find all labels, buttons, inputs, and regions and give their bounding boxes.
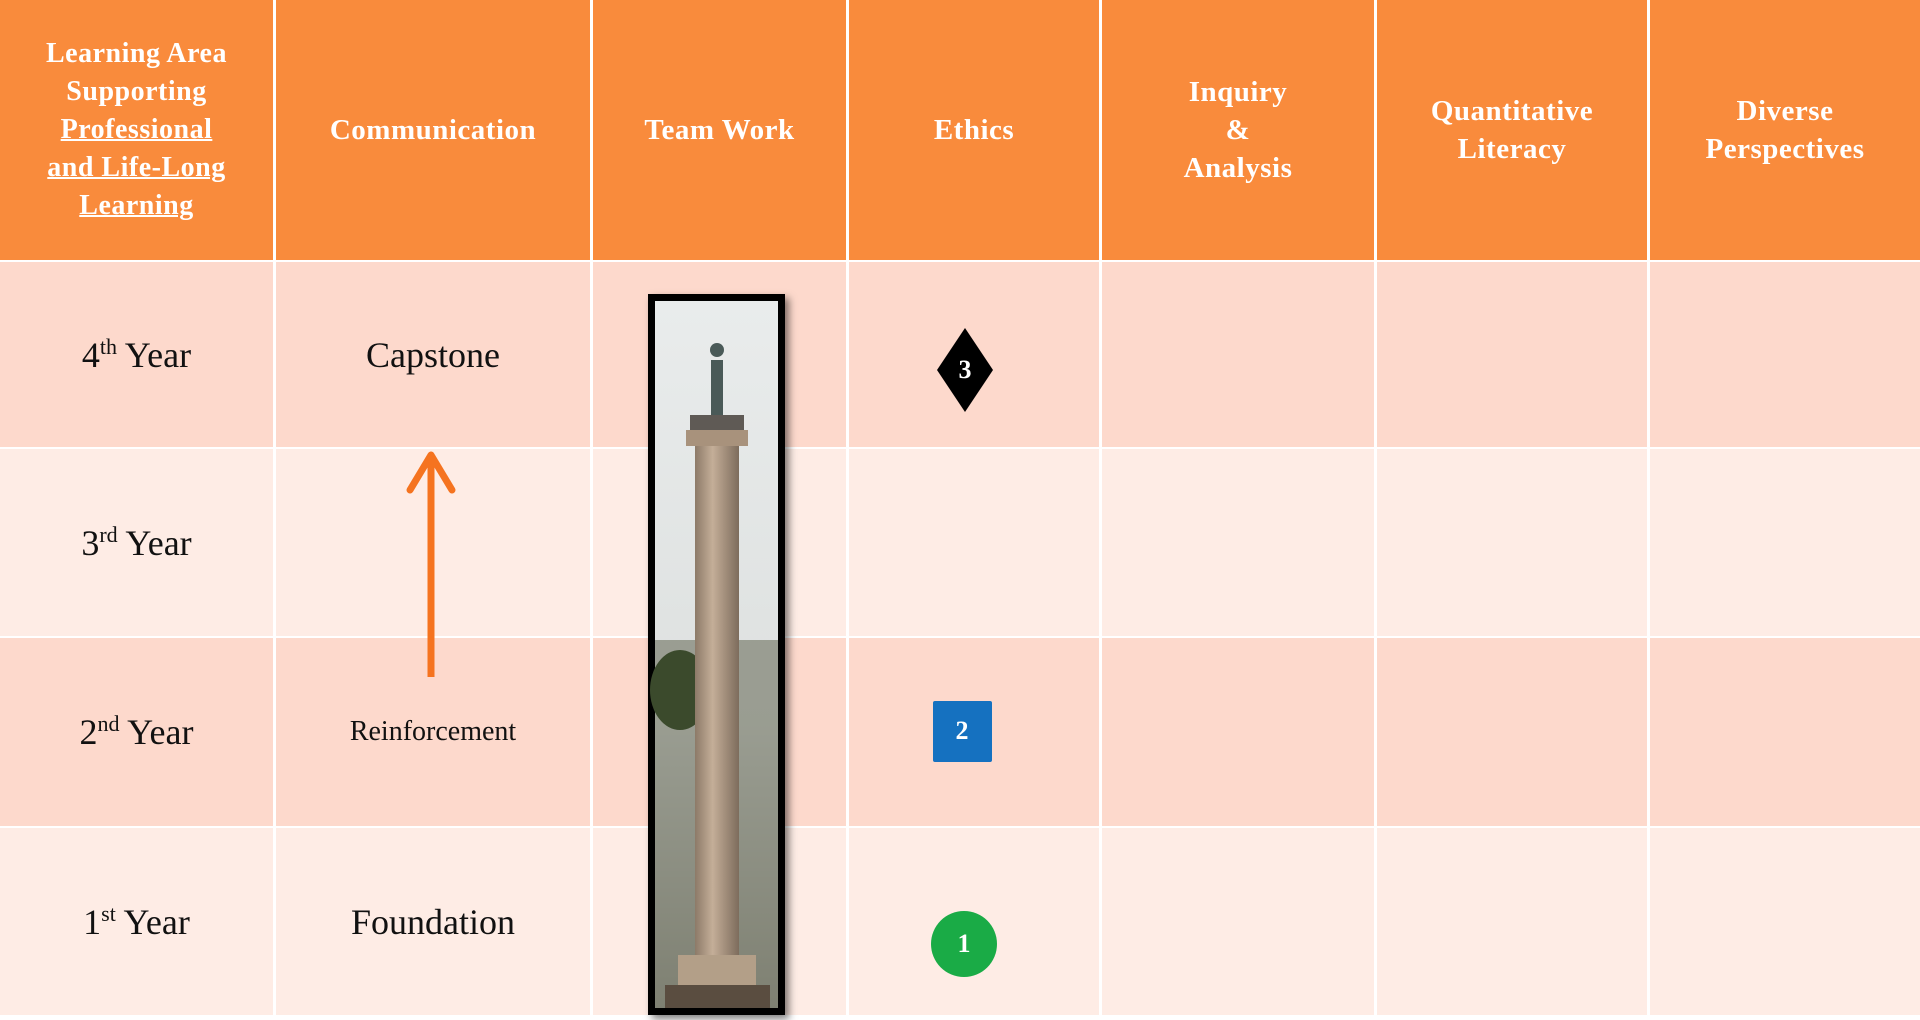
table-cell bbox=[1102, 828, 1374, 1015]
year-number: 4 bbox=[81, 334, 100, 375]
badge-circle: 1 bbox=[931, 911, 997, 977]
year-word: Year bbox=[125, 522, 192, 563]
header-cell: Learning Area Supporting Professional and L… bbox=[0, 0, 273, 260]
table-cell bbox=[1650, 449, 1920, 636]
year-suffix: nd bbox=[97, 711, 120, 736]
badge-diamond: 3 bbox=[937, 328, 993, 412]
year-label: 1st Year bbox=[83, 901, 190, 943]
header-line: & bbox=[1225, 114, 1251, 146]
header-line: Communication bbox=[329, 114, 537, 146]
header-line: Quantitative bbox=[1430, 95, 1594, 127]
badge-square: 2 bbox=[933, 701, 992, 762]
year-suffix: rd bbox=[99, 521, 118, 547]
badge-label: 1 bbox=[958, 929, 971, 958]
year-number: 2 bbox=[79, 712, 98, 752]
header-cell: Inquiry & Analysis bbox=[1102, 0, 1374, 260]
year-suffix: th bbox=[99, 333, 118, 359]
table-cell bbox=[1377, 262, 1647, 447]
header-line: Ethics bbox=[933, 114, 1015, 146]
year-suffix: st bbox=[101, 900, 116, 926]
table-cell: Foundation bbox=[276, 828, 590, 1015]
badge-label: 3 bbox=[959, 355, 972, 384]
table-cell bbox=[1102, 262, 1374, 447]
header-line: Learning bbox=[79, 190, 194, 221]
header-line: and Life-Long bbox=[47, 152, 226, 183]
table-cell bbox=[1377, 828, 1647, 1015]
year-cell: 1st Year bbox=[0, 828, 273, 1015]
header-line: Supporting bbox=[66, 76, 207, 107]
table-cell bbox=[1102, 638, 1374, 826]
header-cell: Ethics bbox=[849, 0, 1099, 260]
stage-label: Capstone bbox=[366, 334, 500, 375]
header-cell: Team Work bbox=[593, 0, 846, 260]
year-word: Year bbox=[123, 901, 190, 942]
column-photo bbox=[648, 294, 785, 1015]
badge-label: 2 bbox=[956, 716, 969, 745]
year-cell: 3rd Year bbox=[0, 449, 273, 636]
year-label: 4th Year bbox=[82, 334, 191, 376]
year-word: Year bbox=[127, 712, 194, 752]
table-cell: Capstone bbox=[276, 262, 590, 447]
header-line: Literacy bbox=[1457, 133, 1567, 165]
header-line: Inquiry bbox=[1188, 76, 1288, 108]
table-cell bbox=[849, 449, 1099, 636]
table-cell bbox=[1377, 638, 1647, 826]
table-cell bbox=[1102, 449, 1374, 636]
year-label: 3rd Year bbox=[81, 522, 191, 564]
header-line: Diverse bbox=[1736, 95, 1834, 127]
table-cell bbox=[1650, 828, 1920, 1015]
progress-arrow bbox=[406, 451, 456, 677]
header-line: Analysis bbox=[1183, 152, 1293, 184]
stage-label: Reinforcement bbox=[349, 716, 517, 747]
header-line: Professional bbox=[60, 114, 213, 145]
header-line: Perspectives bbox=[1705, 133, 1865, 165]
year-word: Year bbox=[124, 334, 192, 375]
header-line: Team Work bbox=[644, 114, 795, 146]
header-cell: Diverse Perspectives bbox=[1650, 0, 1920, 260]
year-number: 3 bbox=[81, 522, 100, 563]
header-cell: Communication bbox=[276, 0, 590, 260]
table-cell bbox=[1650, 638, 1920, 826]
year-label: 2nd Year bbox=[79, 711, 193, 753]
table-cell bbox=[1377, 449, 1647, 636]
year-cell: 4th Year bbox=[0, 262, 273, 447]
year-cell: 2nd Year bbox=[0, 638, 273, 826]
header-cell: Quantitative Literacy bbox=[1377, 0, 1647, 260]
stage-label: Foundation bbox=[350, 901, 515, 942]
year-number: 1 bbox=[83, 901, 102, 942]
header-line: Learning Area bbox=[46, 38, 227, 69]
table-cell bbox=[1650, 262, 1920, 447]
